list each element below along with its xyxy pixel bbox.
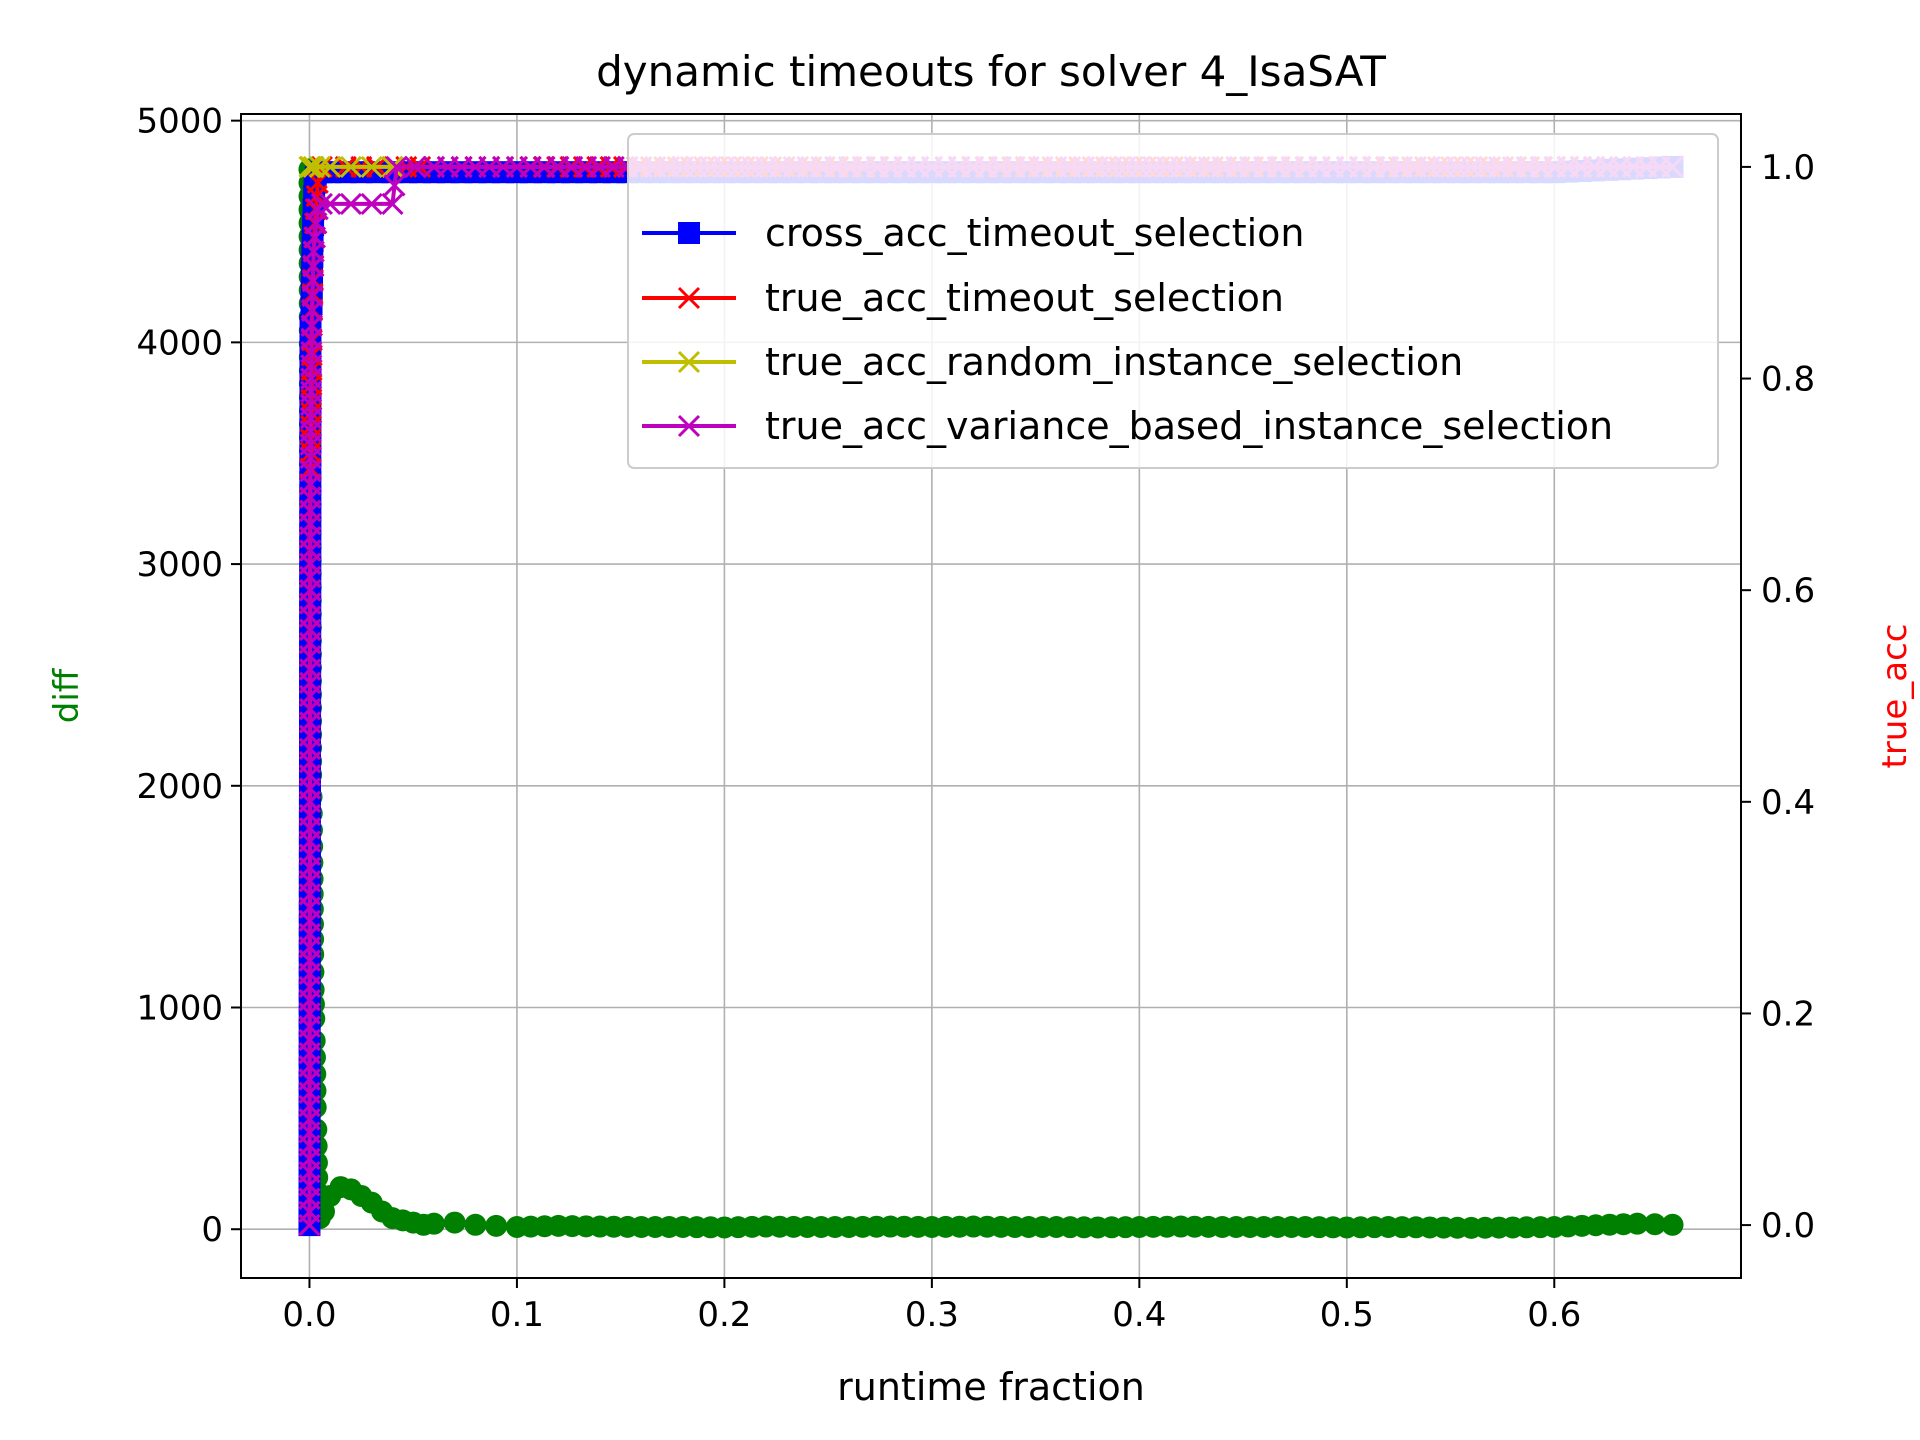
y-right-tick-label: 0.4 xyxy=(1761,783,1815,823)
y-left-tick-label: 2000 xyxy=(136,767,223,807)
legend-box xyxy=(627,133,1719,469)
y-left-tick-label: 3000 xyxy=(136,545,223,585)
y-left-tick-label: 5000 xyxy=(136,102,223,142)
data-point-x xyxy=(360,192,383,216)
data-point-x xyxy=(319,155,342,178)
data-point-x xyxy=(404,155,427,178)
data-point-x xyxy=(308,155,331,178)
data-point-circle xyxy=(443,1211,466,1234)
x-tick-label: 0.1 xyxy=(490,1295,544,1335)
legend-label: true_acc_timeout_selection xyxy=(765,276,1284,320)
data-point-circle xyxy=(1626,1212,1649,1235)
legend-swatch-square-marker xyxy=(678,222,700,244)
data-point-circle xyxy=(485,1214,508,1237)
data-point-x xyxy=(310,192,333,216)
x-tick-label: 0.3 xyxy=(905,1295,959,1335)
y-right-tick-label: 0.8 xyxy=(1761,360,1815,400)
legend-label: cross_acc_timeout_selection xyxy=(765,211,1304,255)
data-point-circle xyxy=(464,1213,487,1236)
data-point-x xyxy=(381,155,404,178)
x-axis-label: runtime fraction xyxy=(837,1365,1145,1409)
y-right-tick-label: 0.6 xyxy=(1761,571,1815,611)
legend-entry-variance: true_acc_variance_based_instance_selecti… xyxy=(642,404,1613,448)
legend: cross_acc_timeout_selection true_acc_tim… xyxy=(627,133,1719,469)
legend-swatch-x-marker xyxy=(677,286,701,310)
plot-frame xyxy=(240,113,1742,1279)
x-tick-label: 0.6 xyxy=(1527,1295,1581,1335)
axis-layer: 0.0 0.1 0.2 0.3 0.4 0.5 0.6 0 1000 2000 3000 4000 50… xyxy=(136,102,1815,1335)
legend-swatch-x-marker xyxy=(677,414,701,438)
series-true-acc-random-instance-selection xyxy=(298,155,404,178)
legend-entry-true-acc: true_acc_timeout_selection xyxy=(642,276,1284,320)
data-point-x xyxy=(383,174,406,197)
legend-entry-random: true_acc_random_instance_selection xyxy=(642,340,1463,384)
y-right-tick-label: 0.0 xyxy=(1761,1206,1815,1246)
data-point-circle xyxy=(1661,1213,1684,1236)
y-right-tick-label: 1.0 xyxy=(1761,148,1815,188)
data-point-circle xyxy=(1643,1213,1666,1236)
data-point-x xyxy=(360,155,383,178)
data-point-x xyxy=(302,155,325,178)
data-point-x xyxy=(339,155,363,178)
legend-label: true_acc_random_instance_selection xyxy=(765,340,1463,384)
data-point-x xyxy=(299,155,322,178)
y-left-tick-label: 1000 xyxy=(136,989,223,1029)
x-tick-label: 0.0 xyxy=(282,1295,336,1335)
y-left-tick-label: 0 xyxy=(201,1210,223,1250)
legend-entry-cross-acc: cross_acc_timeout_selection xyxy=(642,211,1304,255)
legend-swatch-x-marker xyxy=(677,350,701,374)
data-point-x xyxy=(339,192,363,216)
chart-title: dynamic timeouts for solver 4_IsaSAT xyxy=(596,47,1386,96)
data-point-x xyxy=(385,155,408,178)
data-point-circle xyxy=(422,1212,445,1235)
y-axis-right-label: true_acc xyxy=(1875,624,1915,769)
data-point-x xyxy=(381,192,404,216)
legend-label: true_acc_variance_based_instance_selecti… xyxy=(765,404,1613,448)
x-tick-label: 0.2 xyxy=(697,1295,751,1335)
x-tick-label: 0.4 xyxy=(1112,1295,1166,1335)
y-right-tick-label: 0.2 xyxy=(1761,994,1815,1034)
y-axis-left-label: diff xyxy=(47,667,87,723)
y-left-tick-label: 4000 xyxy=(136,323,223,363)
data-point-x xyxy=(319,192,342,216)
x-tick-label: 0.5 xyxy=(1320,1295,1374,1335)
